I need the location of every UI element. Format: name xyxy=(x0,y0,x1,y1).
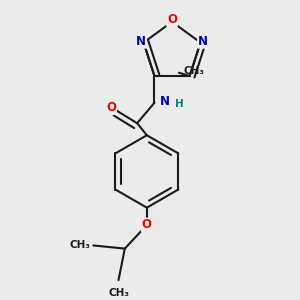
Text: O: O xyxy=(167,13,177,26)
Text: O: O xyxy=(142,218,152,232)
Text: N: N xyxy=(198,35,208,48)
Text: H: H xyxy=(175,99,184,109)
Text: O: O xyxy=(106,101,116,114)
Text: N: N xyxy=(160,95,170,108)
Text: CH₃: CH₃ xyxy=(70,241,91,250)
Text: CH₃: CH₃ xyxy=(184,66,205,76)
Text: N: N xyxy=(136,35,146,48)
Text: CH₃: CH₃ xyxy=(108,288,129,298)
